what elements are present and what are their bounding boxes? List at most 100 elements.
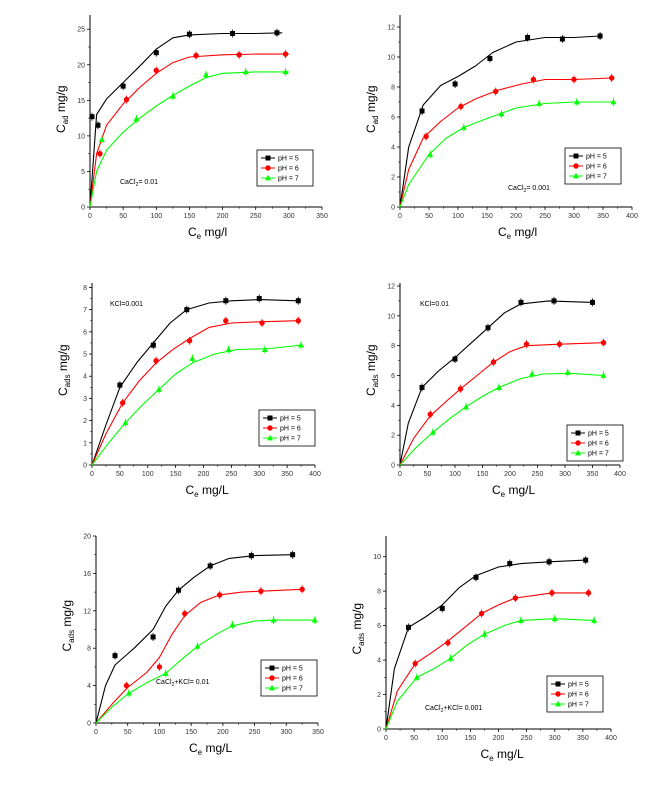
x-tick-label: 150 [481,213,493,220]
legend-marker [573,172,579,179]
y-tick-label: 4 [87,683,91,690]
y-tick-label: 6 [391,115,395,122]
x-tick-label: 300 [280,729,292,736]
y-axis-label: Cads mg/g [60,600,76,652]
legend-label: pH = 5 [568,682,589,689]
data-point-1 [452,356,458,362]
fit-curve-2 [399,77,612,208]
data-point-2 [412,660,418,667]
y-tick-label: 25 [77,27,85,34]
x-tick-label: 100 [150,213,162,220]
x-axis-label: Ce mg/l [188,225,227,241]
fit-curve-3 [91,344,302,466]
data-point-1 [518,299,524,305]
data-point-2 [445,640,451,646]
y-tick-label: 0 [87,721,91,728]
x-tick-label: 50 [424,471,432,478]
legend-marker [265,165,271,171]
x-tick-label: 0 [398,471,402,478]
x-tick-label: 50 [119,213,127,220]
data-point-2 [490,359,497,365]
data-point-3 [447,655,454,661]
data-point-2 [458,103,464,110]
legend-label: pH = 6 [588,441,609,448]
legend-marker [269,675,275,681]
y-tick-label: 8 [87,646,91,653]
x-tick-label: 350 [312,729,324,736]
x-tick-label: 200 [217,213,229,220]
condition-annotation: CaCl2+KCl= 0.001 [425,705,482,714]
data-point-3 [225,346,232,352]
data-point-1 [590,299,595,305]
y-tick-label: 6 [391,373,395,380]
y-tick-label: 16 [83,571,91,578]
y-tick-label: 8 [377,589,381,596]
y-tick-label: 6 [83,329,87,336]
legend-marker [555,681,561,687]
fit-curve-3 [89,71,289,208]
x-tick-label: 350 [281,471,293,478]
legend-marker [575,430,581,436]
x-tick-label: 150 [185,729,197,736]
data-point-2 [609,75,615,81]
x-tick-label: 250 [249,729,261,736]
data-point-3 [430,428,436,435]
legend-label: pH = 6 [568,692,589,699]
x-axis-label: Ce mg/L [186,483,229,499]
data-point-3 [282,68,289,75]
legend-label: pH = 7 [586,174,607,181]
data-point-1 [248,553,254,559]
y-tick-label: 3 [83,396,87,403]
y-tick-label: 7 [83,307,87,314]
data-point-1 [485,325,491,331]
y-tick-label: 12 [387,283,395,290]
data-point-3 [122,419,129,426]
x-tick-label: 100 [154,729,166,736]
data-point-3 [311,616,318,623]
data-point-3 [564,369,571,375]
data-point-3 [413,674,420,680]
y-tick-label: 4 [377,658,381,665]
fit-curve-1 [91,299,299,466]
data-point-2 [556,341,563,347]
legend-label: pH = 7 [588,451,609,458]
data-point-3 [98,136,105,142]
fit-curve-1 [399,300,593,466]
x-tick-label: 250 [226,471,238,478]
x-tick-label: 400 [605,735,617,742]
legend-label: pH = 6 [586,164,607,171]
chart-panel-6: 0 50 100 150 200 250 300 350 400 0 2 4 6 8 10 Ce mg/L Ca… [350,536,617,763]
x-tick-label: 200 [510,213,522,220]
data-point-3 [496,384,502,390]
data-point-1 [175,587,181,593]
legend-label: pH = 6 [282,676,303,683]
data-point-2 [299,586,305,592]
legend-marker [573,163,579,169]
data-point-1 [525,35,531,40]
data-point-1 [89,114,95,120]
data-point-1 [295,298,301,304]
data-point-3 [536,100,543,106]
data-point-3 [600,372,607,378]
x-tick-label: 50 [116,471,124,478]
data-point-2 [478,610,485,617]
x-tick-label: 400 [614,471,626,478]
y-tick-label: 4 [391,145,395,152]
legend-label: pH = 6 [278,166,299,173]
y-tick-label: 12 [83,608,91,615]
data-point-2 [153,357,159,364]
data-point-2 [585,590,592,596]
data-point-1 [406,624,411,630]
data-point-3 [460,124,467,130]
data-point-1 [290,552,296,558]
x-tick-label: 300 [549,735,561,742]
y-tick-label: 20 [83,534,91,541]
data-point-3 [573,98,580,105]
data-point-1 [150,634,156,640]
data-point-1 [597,33,603,39]
data-point-2 [119,400,126,406]
data-point-1 [419,384,425,390]
x-tick-label: 150 [170,471,182,478]
legend-marker [575,440,581,446]
y-axis-label: Cads mg/g [350,603,366,655]
